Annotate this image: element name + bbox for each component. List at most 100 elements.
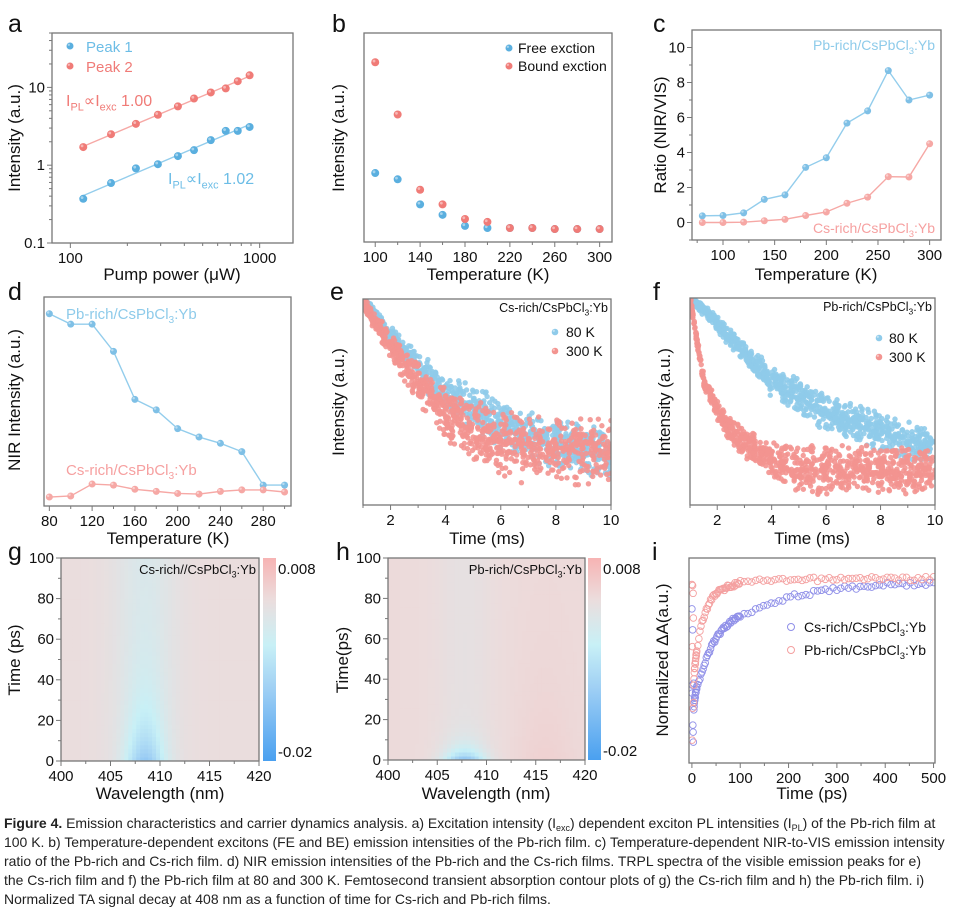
data-point	[820, 416, 826, 422]
heatmap-cell	[116, 724, 121, 730]
data-point	[834, 412, 841, 419]
heatmap-cell	[76, 659, 82, 665]
heatmap-cell	[108, 643, 114, 648]
heatmap-cell	[104, 671, 110, 677]
data-point	[814, 397, 820, 404]
heatmap-cell	[132, 562, 137, 567]
data-point-highlight	[484, 219, 488, 223]
heatmap-cell	[92, 675, 98, 681]
data-point	[749, 450, 756, 456]
heatmap-cell	[132, 594, 137, 600]
y-tick-label: 4	[677, 145, 685, 162]
series-label: Cs-rich/CsPbCl3:Yb	[813, 220, 935, 240]
data-point	[839, 416, 846, 423]
data-point	[843, 487, 850, 493]
data-point	[216, 439, 224, 447]
heatmap-cell	[72, 627, 78, 632]
heatmap-cell	[104, 752, 110, 758]
data-point	[408, 358, 415, 364]
x-tick-label: 6	[822, 512, 830, 529]
heatmap-cell	[120, 740, 125, 746]
heatmap-cell	[112, 687, 118, 693]
heatmap-cell	[120, 716, 125, 721]
data-point	[691, 318, 697, 325]
data-point	[400, 356, 406, 362]
data-point	[789, 472, 795, 479]
data-point	[259, 481, 267, 489]
data-point	[716, 321, 722, 327]
data-point	[216, 487, 224, 495]
heatmap-cell	[128, 724, 133, 730]
data-point	[696, 349, 702, 356]
heatmap-cell	[136, 752, 141, 758]
heatmap-cell	[132, 687, 137, 693]
heatmap-cell	[124, 566, 129, 571]
heatmap-cell	[64, 651, 70, 657]
heatmap-cell	[96, 756, 102, 761]
heatmap-cell	[120, 663, 125, 669]
heatmap-cell	[61, 606, 66, 612]
heatmap-cell	[100, 667, 106, 673]
data-point	[131, 119, 140, 128]
heatmap-cell	[132, 606, 137, 612]
heatmap-cell	[100, 716, 106, 721]
heatmap-cell	[76, 586, 82, 592]
data-point	[844, 462, 851, 469]
data-point	[374, 324, 381, 330]
heatmap-cell	[124, 716, 129, 721]
data-point	[153, 160, 162, 169]
heatmap-cell	[80, 558, 86, 563]
data-point	[752, 445, 758, 451]
heatmap-cell	[120, 647, 125, 652]
heatmap-cell	[88, 691, 94, 697]
data-point	[759, 461, 765, 467]
heatmap-cell	[64, 578, 70, 583]
data-point	[370, 319, 376, 325]
data-point	[694, 339, 700, 345]
x-tick-label: 4	[767, 512, 775, 529]
heatmap-cell	[88, 574, 94, 579]
heatmap-cell	[72, 667, 78, 673]
heatmap-cell	[112, 663, 118, 669]
heatmap-cell	[80, 582, 86, 588]
data-point-highlight	[529, 225, 533, 229]
data-point	[716, 326, 722, 333]
heatmap-cell	[108, 740, 114, 746]
data-point	[790, 383, 796, 389]
heatmap-cell	[132, 635, 137, 640]
label-part: I	[197, 171, 201, 188]
data-point	[803, 479, 809, 486]
heatmap-cell	[88, 570, 94, 575]
heatmap-cell	[64, 594, 70, 600]
heatmap-cell	[61, 655, 66, 661]
heatmap-cell	[80, 578, 86, 583]
heatmap-cell	[116, 574, 121, 579]
heatmap-cell	[116, 578, 121, 583]
data-point-highlight	[484, 225, 488, 229]
data-point	[828, 449, 834, 456]
heatmap-cell	[72, 720, 78, 726]
data-point	[518, 479, 525, 486]
heatmap-cell	[61, 614, 66, 620]
heatmap-cell	[68, 708, 74, 713]
heatmap-cell	[61, 728, 66, 734]
data-point	[556, 468, 562, 475]
heatmap-cell	[104, 618, 110, 624]
data-point	[485, 439, 491, 446]
heatmap-cell	[120, 724, 125, 730]
data-point	[794, 460, 801, 466]
data-point	[796, 399, 802, 406]
heatmap-cell	[64, 582, 70, 588]
heatmap-cell	[132, 655, 137, 661]
data-point	[456, 381, 462, 387]
data-point	[173, 102, 182, 111]
data-point	[690, 298, 694, 304]
series-line	[49, 483, 285, 498]
heatmap-cell	[92, 574, 98, 579]
data-point	[906, 470, 912, 476]
heatmap-cell	[108, 598, 114, 604]
heatmap-cell	[92, 655, 98, 661]
series-line	[702, 69, 930, 217]
heatmap-cell	[128, 606, 133, 612]
